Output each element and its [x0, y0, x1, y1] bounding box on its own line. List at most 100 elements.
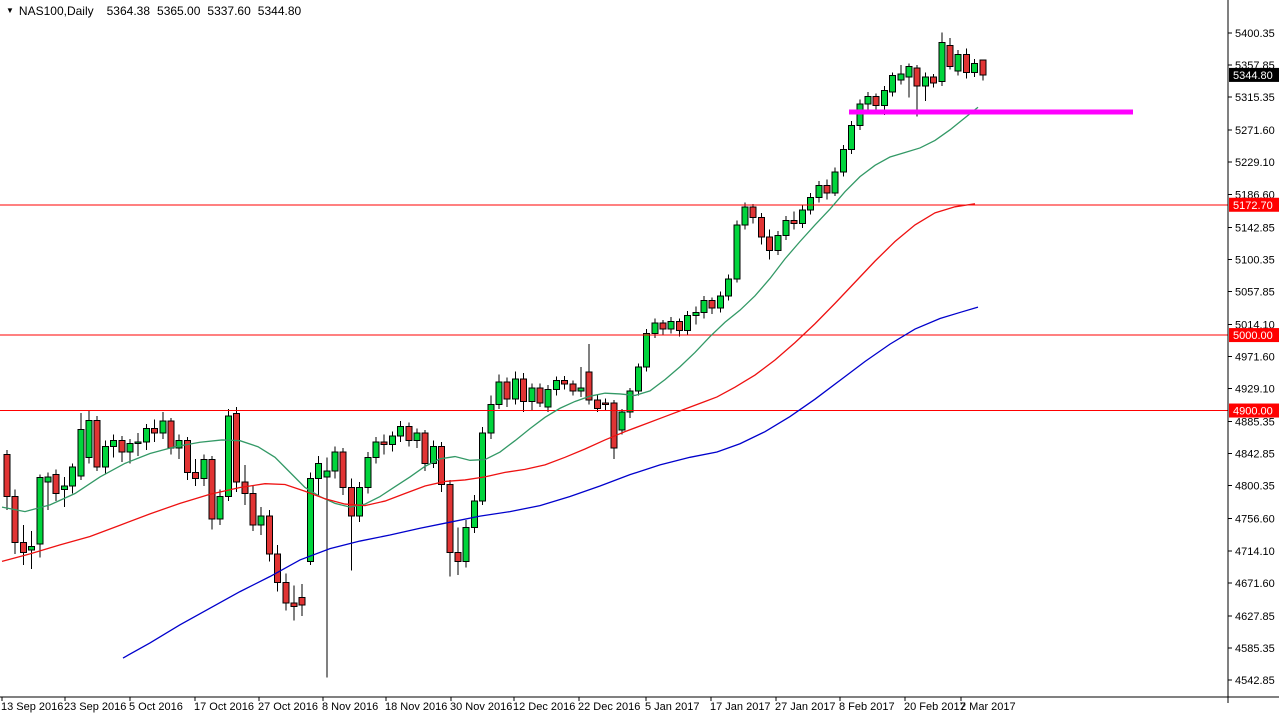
time-axis-label: 22 Dec 2016 [578, 701, 640, 713]
candle-up [971, 62, 979, 73]
candle-down [569, 383, 577, 392]
candle-up [101, 446, 109, 468]
current-price-box [1229, 67, 1279, 82]
candle-up [126, 443, 134, 453]
candle-up [224, 415, 232, 498]
price-axis-label: 4542.85 [1235, 675, 1275, 687]
candle-up [897, 73, 905, 81]
candle-up [725, 278, 733, 297]
candle-down [913, 67, 921, 87]
candle-up [356, 486, 364, 517]
price-axis-label: 4842.85 [1235, 449, 1275, 461]
candle-down [298, 597, 306, 606]
ma-medium-line [1, 203, 976, 563]
price-axis-label: 5315.35 [1235, 92, 1275, 104]
candle-up [856, 103, 864, 126]
candle-up [462, 526, 470, 562]
price-axis-label: 5229.10 [1235, 157, 1275, 169]
price-axis-boxed-label: 4900.00 [1233, 406, 1273, 418]
candle-up [323, 470, 331, 478]
price-axis-label: 4756.60 [1235, 514, 1275, 526]
candle-up [577, 387, 585, 392]
candle-down [192, 471, 200, 479]
candle-down [979, 59, 987, 76]
candle-down [659, 322, 667, 330]
price-axis-label: 5057.85 [1235, 286, 1275, 298]
price-axis-boxed-label: 5000.00 [1233, 330, 1273, 342]
candle-down [438, 446, 446, 485]
candle-up [85, 419, 93, 458]
time-axis-label: 8 Feb 2017 [839, 701, 895, 713]
candle-up [388, 435, 396, 445]
candle-down [946, 44, 954, 67]
price-axis-label: 5100.35 [1235, 254, 1275, 266]
candle-down [790, 219, 798, 224]
candle-up [28, 545, 36, 551]
candle-down [118, 440, 126, 453]
candle-up [864, 96, 872, 105]
candle-up [798, 209, 806, 224]
candle-down [708, 299, 716, 309]
price-axis-label: 4929.10 [1235, 384, 1275, 396]
price-axis-label: 4714.10 [1235, 546, 1275, 558]
price-axis-boxed-label: 5344.80 [1233, 70, 1273, 82]
candle-up [807, 197, 815, 211]
price-axis-label: 5271.60 [1235, 125, 1275, 137]
candle-up [692, 311, 700, 316]
candle-up [479, 432, 487, 502]
price-axis-label: 4585.35 [1235, 643, 1275, 655]
candle-down [241, 481, 249, 495]
candle-down [19, 542, 27, 553]
candle-down [183, 440, 191, 473]
time-axis-label: 20 Feb 2017 [904, 701, 966, 713]
candle-up [831, 171, 839, 194]
candle-up [511, 378, 519, 400]
candle-down [585, 371, 593, 401]
candle-up [651, 322, 659, 335]
candle-down [52, 474, 60, 495]
candle-up [331, 451, 339, 472]
candle-down [446, 483, 454, 553]
candle-up [528, 387, 536, 402]
chart-title-overlay: ▼ NAS100,Daily 5364.38 5365.00 5337.60 5… [6, 4, 303, 18]
candle-up [306, 477, 314, 562]
close-value: 5344.80 [257, 4, 302, 18]
candle-down [93, 419, 101, 468]
candle-up [618, 411, 626, 431]
candle-down [454, 551, 462, 562]
candle-down [766, 236, 774, 252]
candle-up [69, 466, 77, 487]
candle-up [552, 379, 560, 390]
candle-down [421, 432, 429, 464]
candle-down [3, 453, 11, 498]
candle-up [44, 476, 52, 483]
high-value: 5365.00 [157, 4, 201, 18]
time-axis-label: 27 Oct 2016 [258, 701, 318, 713]
price-axis-boxed-label: 5172.70 [1233, 200, 1273, 212]
candle-up [175, 440, 183, 449]
candle-up [159, 420, 167, 434]
collapse-chart-icon[interactable]: ▼ [6, 6, 14, 15]
candle-down [962, 53, 970, 73]
price-axis-label: 4671.60 [1235, 578, 1275, 590]
candle-down [610, 402, 618, 449]
time-axis-label: 5 Jan 2017 [645, 701, 699, 713]
candle-up [429, 446, 437, 464]
candle-down [290, 602, 298, 608]
candle-down [339, 451, 347, 488]
price-axis-label: 5400.35 [1235, 28, 1275, 40]
time-axis-label: 18 Nov 2016 [385, 701, 447, 713]
ma-fast-line [1, 106, 979, 513]
candle-up [954, 53, 962, 72]
candle-up [643, 333, 651, 368]
time-axis-label: 12 Dec 2016 [513, 701, 575, 713]
candle-down [405, 425, 413, 442]
level-price-box [1229, 328, 1279, 343]
candle-up [626, 390, 634, 413]
candle-down [233, 413, 241, 483]
level-price-box [1229, 403, 1279, 418]
candle-up [36, 477, 44, 545]
